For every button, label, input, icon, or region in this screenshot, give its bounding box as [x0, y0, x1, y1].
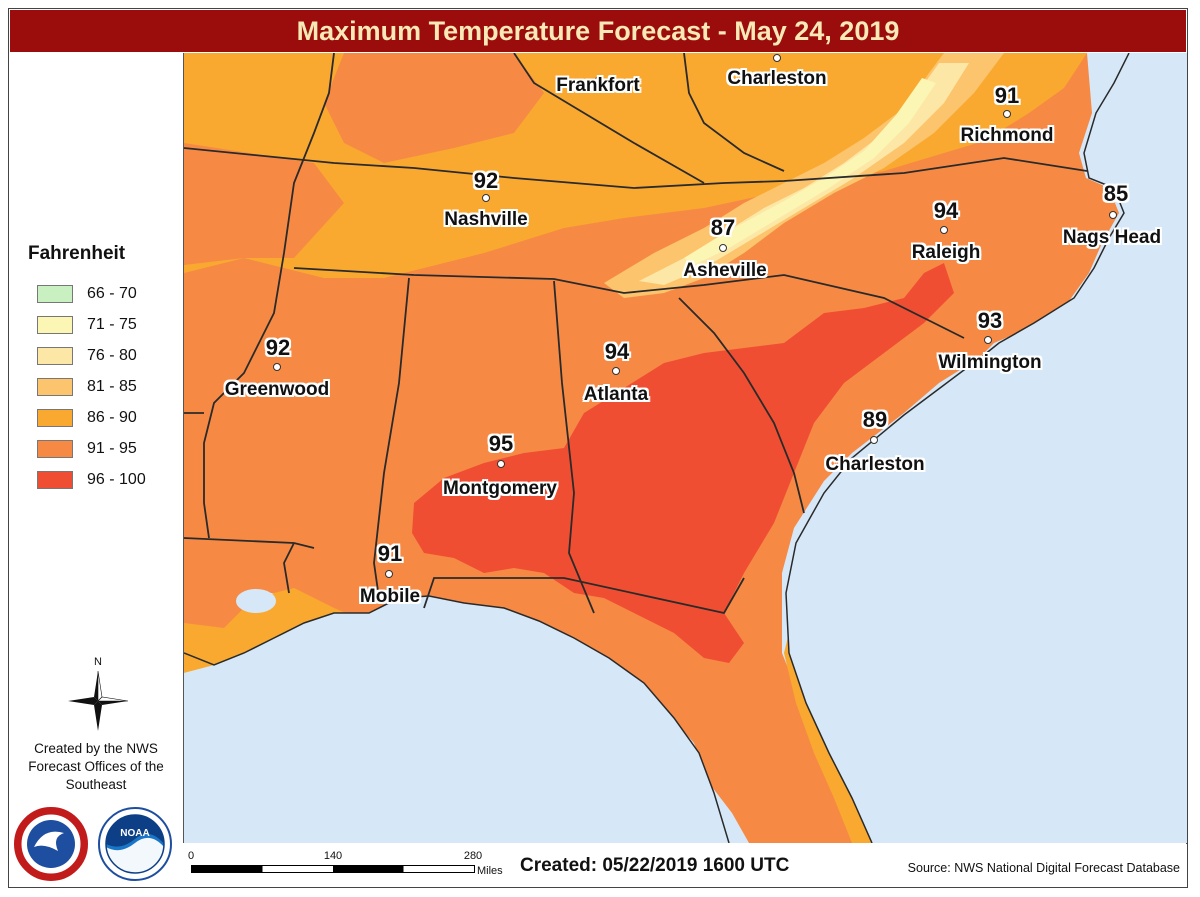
legend-label: 86 - 90 — [87, 409, 137, 426]
band-96-100-south — [412, 263, 954, 663]
city-dot-nags-head — [1109, 211, 1117, 219]
map-title: Maximum Temperature Forecast - May 24, 2… — [10, 10, 1186, 52]
city-label-nashville: Nashville — [444, 209, 528, 230]
city-temp-charleston-sc: 89 — [862, 407, 888, 432]
city-temp-raleigh: 94 — [933, 198, 959, 223]
legend-swatch — [37, 409, 73, 427]
compass-north-label: N — [94, 656, 102, 668]
city-temp-greenwood: 92 — [265, 335, 291, 360]
band-91-95-ky — [324, 53, 544, 163]
city-dot-charleston-sc — [870, 436, 878, 444]
city-dot-atlanta — [612, 367, 620, 375]
city-temp-nags-head: 85 — [1103, 181, 1129, 206]
legend-swatch — [37, 316, 73, 334]
city-label-richmond: Richmond — [960, 125, 1054, 146]
legend-label: 96 - 100 — [87, 471, 146, 488]
legend-item: 71 - 75 — [37, 315, 137, 335]
city-temp-nashville: 92 — [473, 168, 499, 193]
scale-tick-140: 140 — [323, 850, 343, 862]
atlantic-ocean — [786, 53, 1187, 843]
city-label-asheville: Asheville — [683, 260, 767, 281]
map-footer: 0 140 280 Miles Created: 05/22/2019 1600… — [183, 843, 1186, 883]
city-dot-nashville — [482, 194, 490, 202]
city-temp-montgomery: 95 — [488, 431, 514, 456]
band-76-80-mtn — [639, 63, 969, 285]
city-label-atlanta: Atlanta — [583, 384, 649, 405]
legend-label: 76 - 80 — [87, 347, 137, 364]
band-71-75-mtn — [684, 78, 936, 265]
legend-title: Fahrenheit — [28, 243, 126, 264]
coastline — [184, 53, 1130, 843]
map-canvas — [184, 53, 1187, 843]
scale-unit: Miles — [477, 865, 503, 877]
city-label-greenwood: Greenwood — [224, 379, 330, 400]
created-timestamp: Created: 05/22/2019 1600 UTC — [520, 855, 790, 876]
city-label-charleston-sc: Charleston — [825, 454, 925, 475]
noaa-logo-icon: NOAA — [98, 807, 172, 881]
city-dot-charleston-wv — [773, 54, 781, 62]
temperature-map: Frankfort Charleston 91 Richmond 92 Nash… — [183, 53, 1187, 844]
city-label-mobile: Mobile — [359, 586, 421, 607]
state-borders — [184, 53, 1088, 615]
svg-text:NOAA: NOAA — [120, 828, 149, 839]
legend-label: 66 - 70 — [87, 285, 137, 302]
city-label-wilmington: Wilmington — [938, 352, 1042, 373]
legend-label: 71 - 75 — [87, 316, 137, 333]
nws-logo-icon — [14, 807, 88, 881]
legend-swatch — [37, 440, 73, 458]
legend-item: 66 - 70 — [37, 284, 137, 304]
lake — [236, 589, 276, 613]
city-temp-mobile: 91 — [377, 541, 403, 566]
city-label-frankfort: Frankfort — [556, 75, 640, 96]
compass-rose-icon: N — [68, 656, 129, 731]
city-dot-raleigh — [940, 226, 948, 234]
city-temp-asheville: 87 — [710, 215, 736, 240]
legend-item: 76 - 80 — [37, 346, 137, 366]
city-temp-atlanta: 94 — [604, 339, 630, 364]
city-label-nags-head: Nags Head — [1062, 227, 1162, 248]
city-dot-richmond — [1003, 110, 1011, 118]
city-dot-montgomery — [497, 460, 505, 468]
scale-bar — [191, 865, 475, 873]
city-dot-asheville — [719, 244, 727, 252]
city-dot-wilmington — [984, 336, 992, 344]
scale-tick-0: 0 — [187, 850, 195, 862]
legend-label: 81 - 85 — [87, 378, 137, 395]
city-label-charleston-wv: Charleston — [727, 68, 827, 89]
credits-text: Created by the NWS Forecast Offices of t… — [28, 741, 164, 792]
city-label-raleigh: Raleigh — [911, 242, 981, 263]
city-temp-wilmington: 93 — [977, 308, 1003, 333]
legend-swatch — [37, 378, 73, 396]
legend-swatch — [37, 285, 73, 303]
legend-item: 91 - 95 — [37, 439, 137, 459]
legend-item: 86 - 90 — [37, 408, 137, 428]
city-label-montgomery: Montgomery — [443, 478, 557, 499]
city-dot-greenwood — [273, 363, 281, 371]
legend-item: 96 - 100 — [37, 470, 146, 490]
gulf-of-mexico — [184, 596, 729, 843]
city-dot-mobile — [385, 570, 393, 578]
city-dot-frankfort — [594, 77, 602, 85]
legend-label: 91 - 95 — [87, 440, 137, 457]
legend-item: 81 - 85 — [37, 377, 137, 397]
source-text: Source: NWS National Digital Forecast Da… — [907, 861, 1180, 875]
band-91-95-wtn — [184, 143, 344, 265]
city-temp-richmond: 91 — [994, 83, 1020, 108]
legend-swatch — [37, 347, 73, 365]
legend-swatch — [37, 471, 73, 489]
scale-tick-280: 280 — [463, 850, 483, 862]
band-86-90-coast — [184, 588, 369, 673]
